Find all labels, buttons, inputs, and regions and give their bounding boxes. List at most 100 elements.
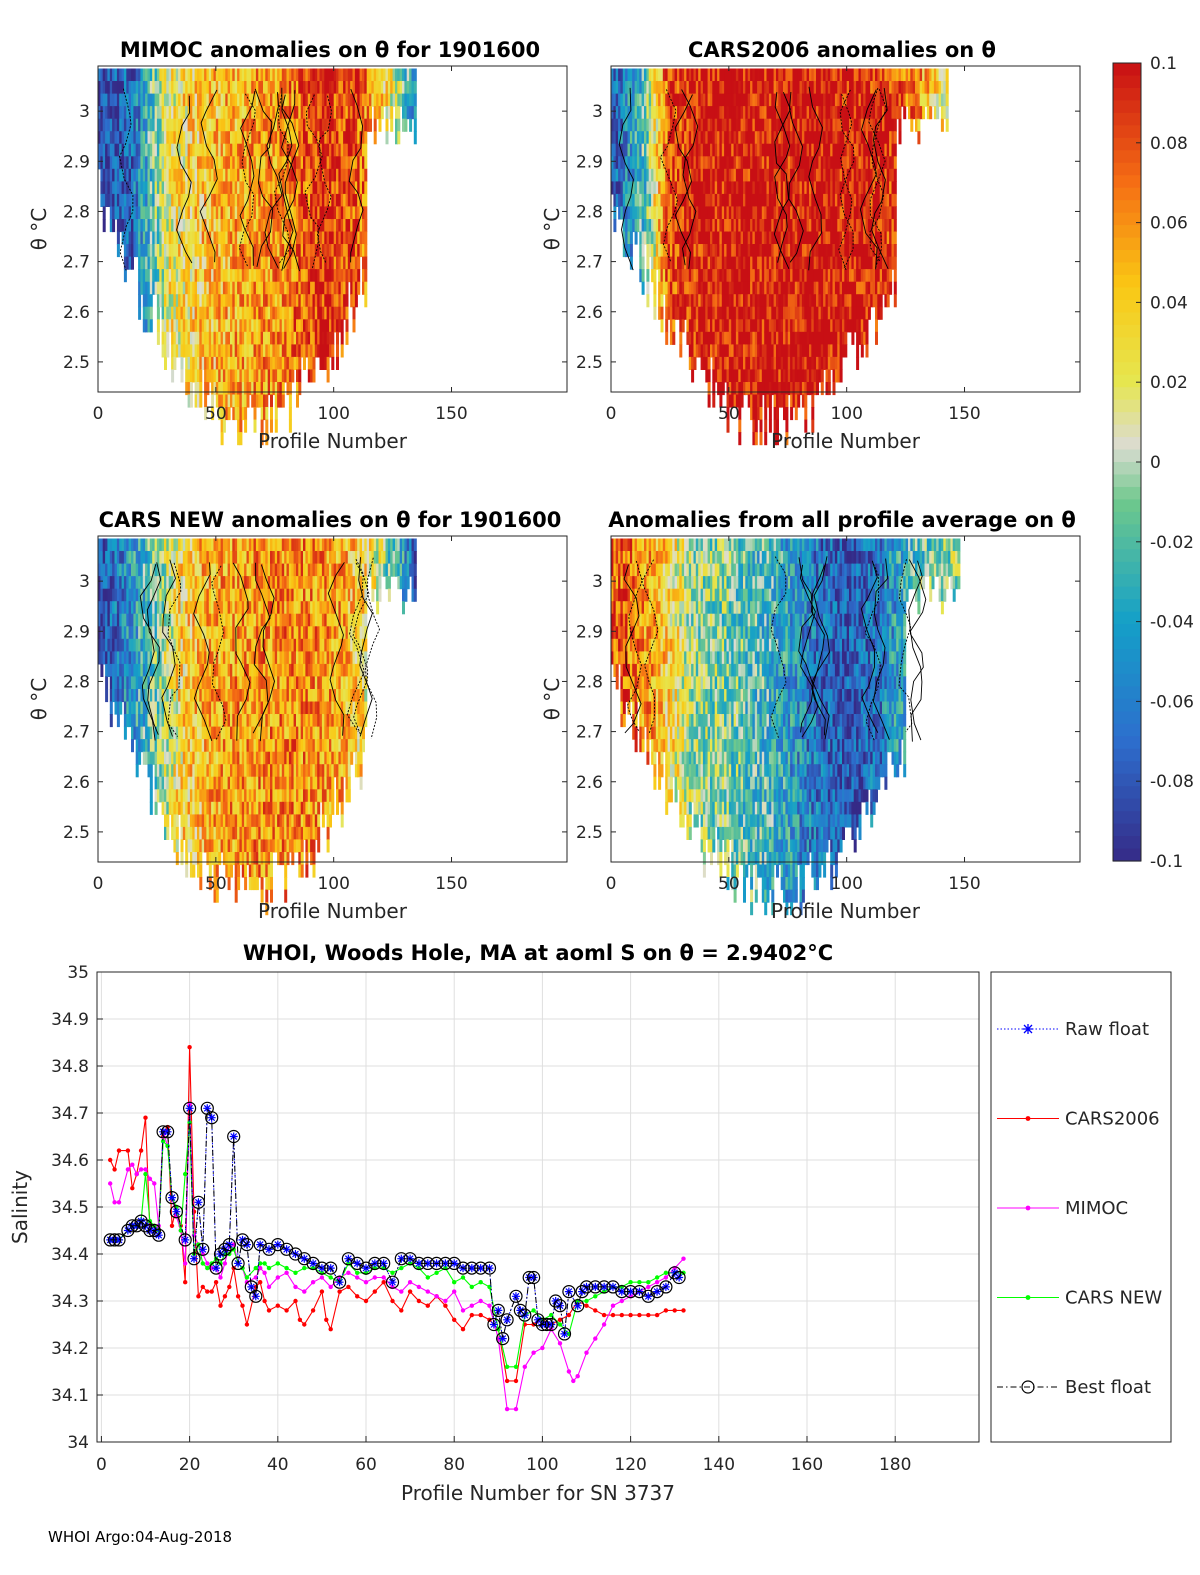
heatmap-cell xyxy=(197,369,200,383)
heatmap-cell xyxy=(244,306,248,320)
heatmap-cell xyxy=(818,168,822,182)
heatmap-cell xyxy=(253,344,257,358)
heatmap-cell xyxy=(244,319,248,333)
heatmap-cell xyxy=(613,181,617,195)
heatmap-cell xyxy=(773,356,777,370)
heatmap-cell xyxy=(759,432,763,446)
heatmap-cell xyxy=(364,156,368,170)
heatmap-cell xyxy=(641,193,645,207)
heatmap-cell xyxy=(152,193,156,207)
heatmap-cell xyxy=(154,256,158,270)
heatmap-cell xyxy=(197,118,200,132)
heatmap-cell xyxy=(707,244,711,258)
heatmap-cell xyxy=(714,319,718,333)
heatmap-cell xyxy=(721,356,725,370)
heatmap-cell xyxy=(121,193,125,207)
heatmap-cell xyxy=(719,331,723,345)
heatmap-cell xyxy=(728,294,732,308)
heatmap-cell xyxy=(255,219,259,233)
heatmap-cell xyxy=(333,118,337,132)
heatmap-cell xyxy=(126,244,130,258)
heatmap-cell xyxy=(241,394,245,408)
heatmap-cell xyxy=(296,319,299,333)
heatmap-cell xyxy=(312,231,316,245)
heatmap-cell xyxy=(171,331,175,345)
heatmap-cell xyxy=(764,206,768,220)
heatmap-cell xyxy=(359,93,363,107)
heatmap-cell xyxy=(338,81,342,95)
heatmap-cell xyxy=(790,319,794,333)
heatmap-cell xyxy=(347,206,351,220)
heatmap-cell xyxy=(112,118,116,132)
heatmap-cell xyxy=(768,106,772,120)
heatmap-cell xyxy=(123,244,127,258)
heatmap-cell xyxy=(274,394,278,408)
heatmap-cell xyxy=(634,143,638,157)
heatmap-cell xyxy=(357,219,361,233)
heatmap-cell xyxy=(263,394,266,408)
heatmap-cell xyxy=(312,369,316,383)
heatmap-cell xyxy=(651,256,655,270)
heatmap-cell xyxy=(761,181,765,195)
heatmap-cell xyxy=(693,93,697,107)
heatmap-cell xyxy=(248,219,252,233)
heatmap-cell xyxy=(646,256,650,270)
heatmap-cell xyxy=(274,369,278,383)
heatmap-cell xyxy=(688,256,692,270)
heatmap-cell xyxy=(284,231,288,245)
heatmap-cell xyxy=(745,168,749,182)
heatmap-cell xyxy=(298,106,302,120)
heatmap-cell xyxy=(759,407,763,421)
heatmap-cell xyxy=(806,193,810,207)
heatmap-cell xyxy=(343,269,347,283)
heatmap-cell xyxy=(279,369,283,383)
heatmap-cell xyxy=(780,206,784,220)
heatmap-cell xyxy=(743,382,746,396)
heatmap-cell xyxy=(326,118,330,132)
heatmap-cell xyxy=(211,168,215,182)
heatmap-cell xyxy=(274,81,278,95)
heatmap-cell xyxy=(204,306,208,320)
heatmap-cell xyxy=(286,143,290,157)
heatmap-cell xyxy=(710,256,713,270)
heatmap-cell xyxy=(260,93,264,107)
heatmap-cell xyxy=(827,131,831,145)
heatmap-cell xyxy=(745,143,749,157)
heatmap-cell xyxy=(194,344,198,358)
heatmap-cell xyxy=(123,131,127,145)
heatmap-cell xyxy=(733,93,737,107)
heatmap-cell xyxy=(182,143,186,157)
heatmap-cell xyxy=(735,231,739,245)
heatmap-cell xyxy=(813,306,817,320)
heatmap-cell xyxy=(128,118,132,132)
heatmap-cell xyxy=(726,143,730,157)
heatmap-cell xyxy=(684,193,688,207)
heatmap-cell xyxy=(768,256,772,270)
heatmap-cell xyxy=(721,306,725,320)
heatmap-cell xyxy=(149,256,153,270)
heatmap-cell xyxy=(199,382,203,396)
heatmap-cell xyxy=(738,294,742,308)
heatmap-cell xyxy=(140,93,144,107)
heatmap-cell xyxy=(267,93,271,107)
heatmap-cell xyxy=(284,269,288,283)
heatmap-cell xyxy=(336,68,339,82)
heatmap-cell xyxy=(667,106,671,120)
heatmap-cell xyxy=(329,331,332,345)
heatmap-cell xyxy=(267,306,271,320)
heatmap-cell xyxy=(719,81,723,95)
heatmap-cell xyxy=(220,81,224,95)
heatmap-cell xyxy=(832,331,836,345)
heatmap-cell xyxy=(135,206,139,220)
heatmap-cell xyxy=(260,256,264,270)
heatmap-cell xyxy=(705,118,709,132)
heatmap-cell xyxy=(194,118,198,132)
heatmap-cell xyxy=(778,118,782,132)
heatmap-cell xyxy=(326,269,330,283)
heatmap-cell xyxy=(336,256,339,270)
heatmap-cell xyxy=(281,106,285,120)
heatmap-cell xyxy=(192,244,196,258)
heatmap-cell xyxy=(312,193,316,207)
heatmap-cell xyxy=(790,168,794,182)
heatmap-cell xyxy=(281,294,285,308)
